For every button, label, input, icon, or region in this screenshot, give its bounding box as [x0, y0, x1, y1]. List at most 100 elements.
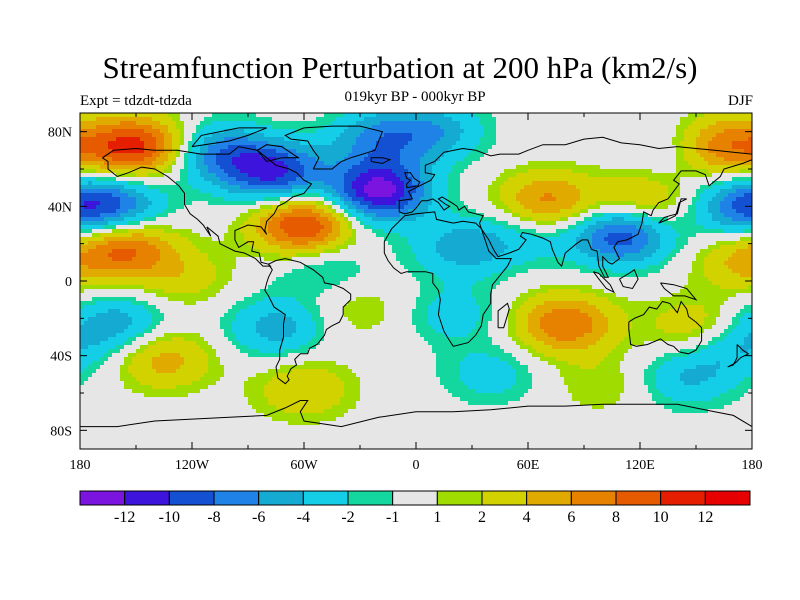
field-cell [144, 145, 157, 150]
field-cell [324, 325, 357, 330]
field-cell [80, 349, 109, 354]
field-cell [720, 393, 745, 398]
field-cell [256, 409, 285, 414]
field-cell [548, 361, 569, 366]
colorbar-swatch [615, 490, 662, 506]
field-cell [604, 313, 629, 318]
field-cell [576, 245, 593, 250]
field-cell [384, 317, 413, 322]
field-cell [236, 313, 269, 318]
field-cell [192, 133, 197, 138]
field-cell [92, 181, 129, 186]
field-cell [544, 341, 597, 346]
field-cell [668, 197, 677, 202]
field-cell [328, 197, 341, 202]
field-cell [404, 165, 421, 170]
field-cell [588, 173, 713, 178]
field-cell [556, 357, 605, 362]
field-cell [412, 137, 441, 142]
field-cell [500, 193, 517, 198]
field-cell [228, 281, 273, 286]
field-cell [96, 125, 153, 130]
field-cell [720, 285, 749, 290]
field-cell [352, 213, 365, 218]
field-cell [672, 225, 705, 230]
field-cell [384, 133, 413, 138]
field-cell [172, 169, 181, 174]
field-cell [184, 157, 189, 162]
field-cell [708, 161, 752, 166]
field-cell [180, 173, 189, 178]
field-cell [416, 297, 437, 302]
field-cell [308, 153, 349, 158]
season-label: DJF [727, 93, 753, 109]
field-cell [428, 149, 449, 154]
field-cell [708, 141, 733, 146]
field-cell [136, 337, 157, 342]
field-cell [80, 125, 97, 130]
field-cell [628, 313, 661, 318]
field-cell [540, 321, 593, 326]
field-cell [696, 345, 709, 350]
field-cell [124, 217, 145, 222]
field-cell [344, 241, 357, 246]
field-cell [248, 305, 305, 310]
field-cell [524, 393, 573, 398]
field-cell [248, 345, 301, 350]
field-cell [88, 317, 133, 322]
field-cell [664, 393, 721, 398]
field-cell [324, 181, 345, 186]
field-cell [344, 189, 357, 194]
field-cell [248, 353, 289, 358]
field-cell [184, 361, 209, 366]
field-cell [156, 305, 233, 310]
field-cell [80, 361, 93, 366]
field-cell [452, 145, 477, 150]
field-cell [672, 141, 681, 146]
field-cell [220, 165, 237, 170]
field-cell [420, 173, 433, 178]
field-cell [384, 301, 417, 306]
field-cell [316, 205, 329, 210]
field-cell [268, 337, 285, 342]
field-cell [184, 337, 205, 342]
field-cell [468, 401, 509, 406]
field-cell [196, 125, 205, 130]
field-cell [80, 197, 121, 202]
field-cell [728, 325, 737, 330]
field-cell [268, 401, 341, 406]
field-cell [320, 421, 752, 426]
field-cell [496, 177, 509, 182]
field-cell [508, 361, 521, 366]
field-cell [444, 233, 497, 238]
field-cell [664, 353, 689, 358]
field-cell [472, 289, 493, 294]
field-cell [348, 301, 385, 306]
field-cell [356, 209, 365, 214]
field-cell [180, 365, 209, 370]
field-cell [620, 305, 677, 310]
field-cell [360, 173, 397, 178]
field-cell [744, 393, 752, 398]
field-cell [584, 229, 597, 234]
field-cell [584, 333, 605, 338]
field-cell [568, 361, 601, 366]
field-cell [716, 193, 729, 198]
field-cell [80, 285, 145, 290]
field-cell [256, 301, 301, 306]
field-cell [372, 201, 397, 206]
field-cell [692, 261, 705, 266]
field-cell [580, 249, 601, 254]
field-cell [432, 325, 477, 330]
field-cell [164, 145, 173, 150]
field-cell [80, 317, 89, 322]
field-cell [620, 365, 649, 370]
field-cell [372, 149, 401, 154]
field-cell [80, 229, 93, 234]
field-cell [592, 217, 613, 222]
field-cell [736, 189, 752, 194]
field-cell [88, 365, 101, 370]
field-cell [516, 341, 525, 346]
field-cell [532, 381, 565, 386]
colorbar-swatch [124, 490, 170, 506]
